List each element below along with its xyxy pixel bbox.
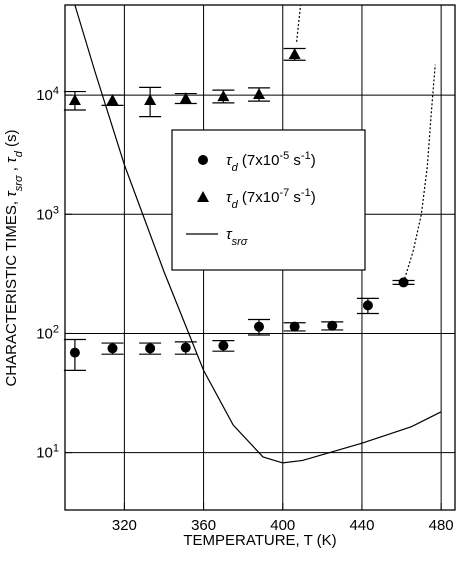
tick-base: 10 [36, 325, 53, 342]
dotted-line [402, 64, 436, 283]
text-run: (s) [3, 129, 20, 151]
plot-frame [64, 4, 456, 511]
point [69, 347, 80, 358]
text-run: ) [311, 152, 316, 169]
text-run: , [3, 163, 20, 176]
tick-base: 10 [36, 445, 53, 462]
text-run: -7 [279, 187, 289, 199]
text-run: τ [226, 189, 233, 206]
text-run: τ [3, 156, 20, 163]
x-tick-label: 480 [429, 517, 454, 534]
text-run: s [289, 189, 301, 206]
legend-marker [197, 191, 209, 202]
y-tick-label: 101 [36, 443, 59, 462]
text-run: τ [226, 226, 233, 243]
point [327, 320, 338, 331]
text-run: d [13, 150, 25, 157]
y-tick-label: 103 [36, 204, 59, 223]
tick-base: 10 [36, 87, 53, 104]
x-tick-label: 440 [349, 517, 374, 534]
line [74, 4, 442, 464]
tick-exponent: 4 [53, 85, 59, 97]
legend-label: τd (7x10-7 s-1) [226, 187, 316, 211]
tick-exponent: 2 [53, 323, 59, 335]
point [107, 343, 118, 354]
text-run: (7x10 [238, 152, 280, 169]
text-run: τ [3, 190, 20, 197]
text-run: -5 [279, 150, 289, 162]
point [288, 48, 301, 60]
x-tick-label: 320 [112, 517, 137, 534]
x-tick-label: 400 [270, 517, 295, 534]
text-run: -1 [301, 187, 311, 199]
point [289, 321, 300, 332]
point [218, 340, 229, 351]
text-run: (7x10 [238, 189, 280, 206]
legend-label: τd (7x10-5 s-1) [226, 150, 316, 174]
dotted-line [296, 4, 302, 42]
y-tick-label: 102 [36, 323, 59, 342]
y-tick-label: 104 [36, 85, 59, 104]
text-run: srσ [232, 236, 248, 248]
text-run: CHARACTERISTIC TIMES, [3, 197, 20, 387]
point [180, 342, 191, 353]
text-run: ) [311, 189, 316, 206]
point [254, 321, 265, 332]
y-axis-label: CHARACTERISTIC TIMES, τsrσ , τd (s) [3, 129, 25, 386]
tick-exponent: 3 [53, 204, 59, 216]
point [179, 92, 192, 104]
point [106, 93, 119, 105]
text-run: d [232, 199, 239, 211]
legend-label: τsrσ [226, 226, 248, 248]
point [144, 93, 157, 105]
tick-base: 10 [36, 206, 53, 223]
point [253, 88, 266, 100]
point [145, 343, 156, 354]
point [362, 300, 373, 311]
text-run: -1 [301, 150, 311, 162]
point [68, 93, 81, 105]
text-run: τ [226, 152, 233, 169]
legend-marker [198, 155, 208, 165]
x-tick-label: 360 [191, 517, 216, 534]
text-run: srσ [13, 175, 25, 191]
text-run: d [232, 162, 239, 174]
x-axis-label: TEMPERATURE, T (K) [183, 532, 336, 549]
tick-exponent: 1 [53, 443, 59, 455]
text-run: s [289, 152, 301, 169]
point [217, 90, 230, 102]
